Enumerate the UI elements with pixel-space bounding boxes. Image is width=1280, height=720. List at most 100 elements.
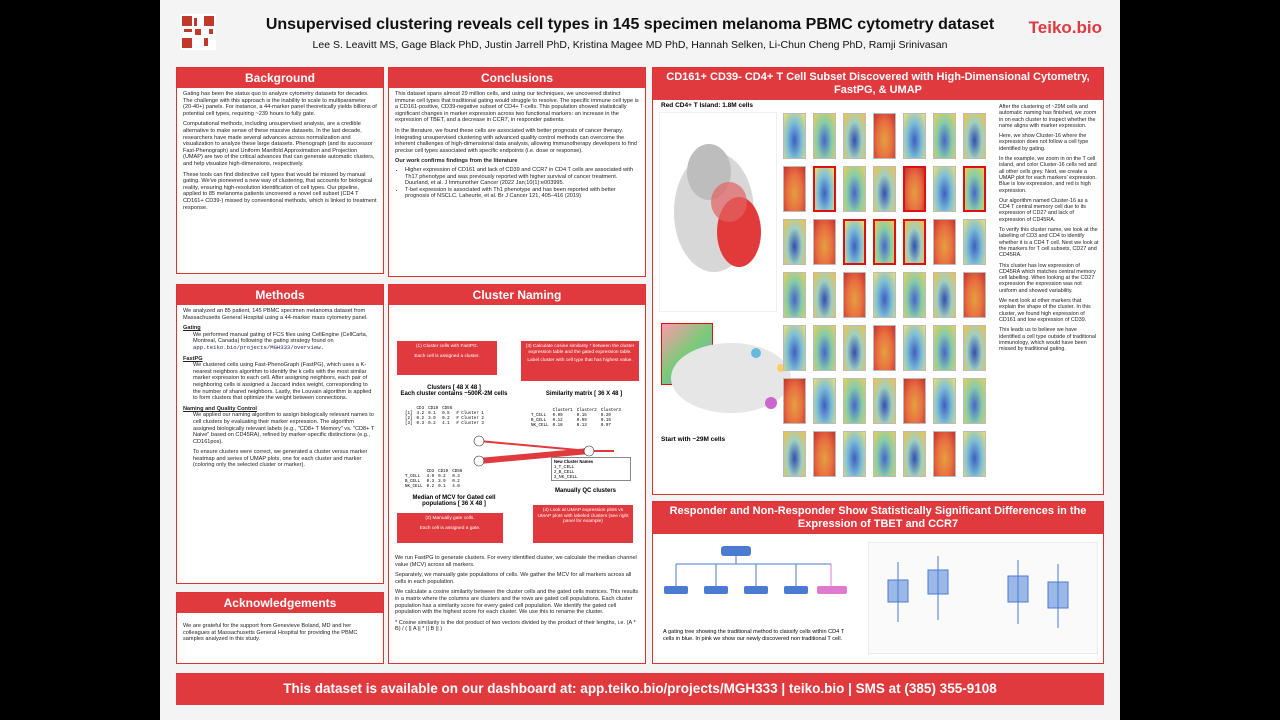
table-cell: [1] <box>405 412 413 416</box>
teiko-logo[interactable]: Teiko.bio <box>1028 18 1102 37</box>
marker-umap-tile <box>933 166 956 212</box>
table-row: NK_CELL 0.18 0.13 0.97 <box>529 424 623 429</box>
marker-umap-tile <box>903 219 926 265</box>
step-2-text: (2) Manually gate cells. <box>425 516 475 521</box>
marker-umap-tile <box>843 219 866 265</box>
marker-umap-tile <box>963 431 986 477</box>
naming-text: We applied our naming algorithm to assig… <box>193 412 375 445</box>
marker-umap-tile <box>843 431 866 477</box>
qr-code-icon[interactable] <box>180 14 216 50</box>
marker-umap-tile <box>783 166 806 212</box>
gating-tree <box>664 546 847 594</box>
table-cell: 0.15 <box>576 414 587 418</box>
table-cell: [3] <box>405 422 413 426</box>
table-header-cell: CD3 <box>426 470 435 474</box>
table-cell: 0.2 <box>438 475 446 479</box>
table-cell: 0.3 <box>416 422 425 426</box>
subset-text: After the clustering of ~29M cells and a… <box>999 104 1099 356</box>
subset-heading: CD161+ CD39- CD4+ T Cell Subset Discover… <box>653 68 1103 100</box>
background-paragraph: These tools can find distinctive cell ty… <box>183 171 377 211</box>
acknowledgements-text: We are grateful for the support from Gen… <box>183 623 358 643</box>
table-cell: # Cluster 3 <box>456 422 484 426</box>
naming-paragraph: Separately, we manually gate populations… <box>395 572 632 585</box>
marker-umap-tile <box>783 219 806 265</box>
table-cell: 0.99 <box>576 419 587 423</box>
marker-umap-tile <box>783 113 806 159</box>
marker-umap-grid <box>783 113 999 488</box>
table-row: [3] 0.3 0.2 4.1 # Cluster 3 <box>403 422 486 427</box>
table-row: [2] 0.2 3.9 0.2 # Cluster 2 <box>403 417 486 422</box>
table-cell: 0.99 <box>552 414 563 418</box>
table-cell: 0.20 <box>600 414 611 418</box>
marker-umap-tile <box>873 431 896 477</box>
gating-tree-caption: A gating tree showing the traditional me… <box>663 629 845 642</box>
marker-umap-tile <box>903 166 926 212</box>
marker-umap-tile <box>933 431 956 477</box>
marker-umap-tile <box>843 325 866 371</box>
fastpg-text: We clustered cells using Fast-PhenoGraph… <box>193 362 372 402</box>
median-table: CD3 CD19 CD56 T_CELL 4.0 0.2 0.3 B_CELL 0.3 3.9 0.… <box>403 470 464 490</box>
marker-umap-tile <box>903 431 926 477</box>
qc-text: To ensure clusters were correct, we gene… <box>193 449 368 469</box>
responder-panel: Responder and Non-Responder Show Statist… <box>652 501 1104 664</box>
marker-umap-tile <box>843 166 866 212</box>
subset-paragraph: Our algorithm named Cluster-16 as a CD4 … <box>999 197 1088 223</box>
gating-link[interactable]: app.teiko.bio/projects/MGH333/overview. <box>193 343 324 351</box>
table-row: B_CELL 0.12 0.99 0.16 <box>529 419 623 424</box>
marker-umap-tile <box>783 431 806 477</box>
table-cell: 4.0 <box>426 475 435 479</box>
table-cell: 3.9 <box>428 417 436 421</box>
subset-paragraph: After the clustering of ~29M cells and a… <box>999 104 1097 129</box>
table-cell: 4.2 <box>416 412 425 416</box>
marker-umap-tile <box>813 219 836 265</box>
table-row: NK_CELL 0.2 0.1 4.0 <box>403 485 464 490</box>
table-cell: 0.2 <box>452 480 460 484</box>
conclusions-paragraph: In the literature, we found these cells … <box>395 127 637 154</box>
marker-umap-tile <box>873 325 896 371</box>
table-cell: B_CELL <box>531 419 547 423</box>
marker-umap-tile <box>873 219 896 265</box>
marker-umap-tile <box>963 113 986 159</box>
step-1-text: (1) Cluster cells with FastPG. <box>415 344 479 349</box>
marker-umap-tile <box>843 378 866 424</box>
author-list: Lee S. Leavitt MS, Gage Black PhD, Justi… <box>312 39 948 51</box>
gating-heading: Gating <box>183 325 201 332</box>
table-row: [1] 4.2 0.1 0.5 # Cluster 1 <box>403 412 486 417</box>
table-header-cell: CD56 <box>442 407 453 411</box>
marker-umap-tile <box>903 272 926 318</box>
marker-umap-tile <box>873 378 896 424</box>
subset-paragraph: This leads us to believe we have identif… <box>999 327 1097 353</box>
marker-umap-tile <box>903 113 926 159</box>
table-cell: 0.3 <box>452 475 460 479</box>
footer-banner[interactable]: This dataset is available on our dashboa… <box>176 673 1104 705</box>
table-header-cell: Cluster3 <box>600 409 621 413</box>
table-header-cell: Cluster2 <box>576 409 597 413</box>
similarity-heading: Similarity matrix [ 36 X 48 ] <box>545 391 623 397</box>
table-cell: 0.97 <box>600 424 611 428</box>
step-3-box: (3) Calculate cosine similarity * betwee… <box>521 341 639 381</box>
step-1-subtext: Each cell is assigned a cluster. <box>414 353 480 359</box>
subset-paragraph: Here, we show Cluster-16 where the expre… <box>999 133 1089 152</box>
table-cell: 3.9 <box>438 480 446 484</box>
subset-paragraph: We next look at other markers that expla… <box>999 298 1091 323</box>
gating-text: We performed manual gating of FCS files … <box>193 331 368 345</box>
marker-umap-tile <box>873 113 896 159</box>
similarity-table: Cluster1 Cluster2 Cluster3 T_CELL 0.99 0.15 0.… <box>529 409 623 429</box>
step-2-subtext: Each cell is assigned a gate. <box>419 525 481 531</box>
table-cell: 0.1 <box>428 412 436 416</box>
naming-paragraph: We run FastPG to generate clusters. For … <box>395 555 637 568</box>
poster-title: Unsupervised clustering reveals cell typ… <box>265 16 995 33</box>
marker-umap-tile <box>813 113 836 159</box>
table-cell: 4.1 <box>442 422 450 426</box>
marker-umap-tile <box>963 219 986 265</box>
step-3-subtext: Label cluster with cell type that has hi… <box>527 358 633 364</box>
table-cell: 0.5 <box>442 412 450 416</box>
background-heading: Background <box>177 68 383 88</box>
clusters-heading: Clusters [ 48 X 48 ] Each cluster contai… <box>399 385 509 397</box>
table-cell: # Cluster 2 <box>456 417 484 421</box>
table-cell: 0.18 <box>552 424 563 428</box>
marker-umap-tile <box>813 431 836 477</box>
background-paragraph: Gating has been the status quo to analyz… <box>183 91 377 117</box>
marker-umap-tile <box>963 378 986 424</box>
new-name-item: 2_B_CELL <box>554 469 575 474</box>
